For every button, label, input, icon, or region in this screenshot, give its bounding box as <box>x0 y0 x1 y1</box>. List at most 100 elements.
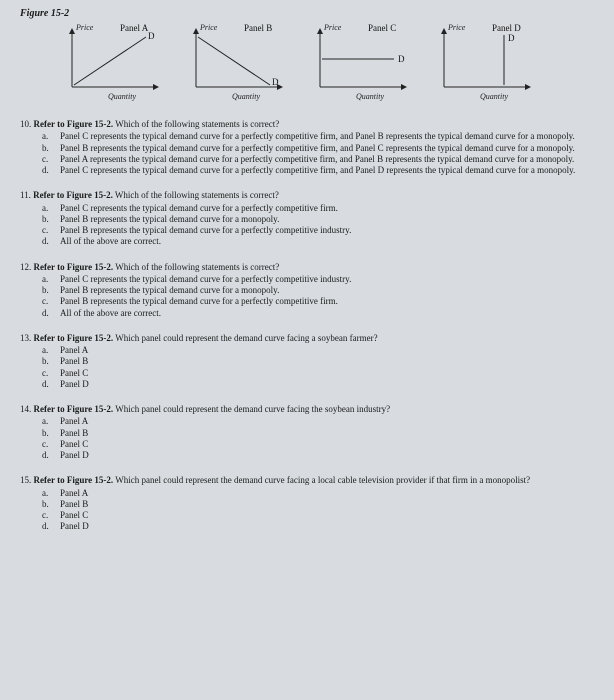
option-letter: b. <box>42 428 52 439</box>
svg-text:Price: Price <box>323 23 342 32</box>
option-letter: d. <box>42 165 52 176</box>
option-letter: b. <box>42 356 52 367</box>
option: c. Panel C <box>42 510 594 521</box>
option-letter: b. <box>42 285 52 296</box>
question-number: 11. <box>20 190 31 200</box>
option-text: Panel A <box>60 488 88 499</box>
question-text: Which of the following statements is cor… <box>113 190 279 200</box>
svg-text:Quantity: Quantity <box>356 92 384 101</box>
panel: Price Panel A D Quantity <box>54 21 164 101</box>
question-text: Which panel could represent the demand c… <box>113 333 377 343</box>
question-number: 10. <box>20 119 31 129</box>
page: Figure 15-2 Price Panel A D Quantity Pri… <box>20 8 594 533</box>
option-text: Panel A <box>60 416 88 427</box>
question-ref: Refer to Figure 15-2. <box>34 404 114 414</box>
option: b.Panel B represents the typical demand … <box>42 285 594 296</box>
option-text: Panel B represents the typical demand cu… <box>60 143 575 154</box>
option-letter: a. <box>42 203 52 214</box>
option-text: Panel A <box>60 345 88 356</box>
option: d. Panel D <box>42 379 594 390</box>
question-number: 13. <box>20 333 31 343</box>
option-text: All of the above are correct. <box>60 308 161 319</box>
option-text: Panel B represents the typical demand cu… <box>60 225 351 236</box>
option-letter: a. <box>42 345 52 356</box>
svg-text:Panel A: Panel A <box>120 23 149 33</box>
option-letter: d. <box>42 308 52 319</box>
option: c.Panel B represents the typical demand … <box>42 296 594 307</box>
svg-text:Quantity: Quantity <box>480 92 508 101</box>
question: 13. Refer to Figure 15-2. Which panel co… <box>20 333 594 390</box>
option: d.Panel D <box>42 521 594 532</box>
option-text: Panel C represents the typical demand cu… <box>60 165 575 176</box>
option: d. Panel C represents the typical demand … <box>42 165 594 176</box>
option-text: Panel B represents the typical demand cu… <box>60 214 279 225</box>
option-letter: c. <box>42 154 52 165</box>
question-ref: Refer to Figure 15-2. <box>34 475 114 485</box>
option: a. Panel A <box>42 488 594 499</box>
option-letter: a. <box>42 274 52 285</box>
questions-list: 10. Refer to Figure 15-2. Which of the f… <box>20 119 594 533</box>
option-text: Panel A represents the typical demand cu… <box>60 154 574 165</box>
option-text: All of the above are correct. <box>60 236 161 247</box>
option-text: Panel C represents the typical demand cu… <box>60 131 575 142</box>
panel: Price Panel B D Quantity <box>178 21 288 101</box>
option-letter: d. <box>42 450 52 461</box>
figure-title: Figure 15-2 <box>20 8 594 19</box>
option: c. Panel A represents the typical demand … <box>42 154 594 165</box>
option-text: Panel B <box>60 356 88 367</box>
question: 14. Refer to Figure 15-2. Which panel co… <box>20 404 594 461</box>
svg-text:D: D <box>272 77 279 87</box>
question-stem: 14. Refer to Figure 15-2. Which panel co… <box>20 404 594 415</box>
option-letter: a. <box>42 416 52 427</box>
option-text: Panel C <box>60 439 88 450</box>
option-text: Panel D <box>60 379 89 390</box>
svg-text:Price: Price <box>75 23 94 32</box>
option: c.Panel B represents the typical demand … <box>42 225 594 236</box>
question-ref: Refer to Figure 15-2. <box>34 119 114 129</box>
question: 12. Refer to Figure 15-2. Which of the f… <box>20 262 594 319</box>
option-letter: c. <box>42 439 52 450</box>
svg-text:Price: Price <box>447 23 466 32</box>
option: a. Panel C represents the typical demand … <box>42 131 594 142</box>
options: a.Panel Ab.Panel Bc.Panel Cd.Panel D <box>20 488 594 533</box>
question: 15. Refer to Figure 15-2. Which panel co… <box>20 475 594 532</box>
option-letter: b. <box>42 214 52 225</box>
option-letter: a. <box>42 131 52 142</box>
option: b.Panel B represents the typical demand … <box>42 143 594 154</box>
svg-text:Quantity: Quantity <box>108 92 136 101</box>
option-letter: b. <box>42 499 52 510</box>
option-letter: c. <box>42 296 52 307</box>
option-letter: d. <box>42 521 52 532</box>
question-stem: 12. Refer to Figure 15-2. Which of the f… <box>20 262 594 273</box>
option: d. All of the above are correct. <box>42 236 594 247</box>
svg-text:D: D <box>148 31 155 41</box>
svg-text:D: D <box>398 54 405 64</box>
option-text: Panel C <box>60 510 88 521</box>
options: a.Panel C represents the typical demand … <box>20 203 594 248</box>
option-letter: a. <box>42 488 52 499</box>
question-stem: 15. Refer to Figure 15-2. Which panel co… <box>20 475 594 486</box>
svg-text:Price: Price <box>199 23 218 32</box>
option: d. Panel D <box>42 450 594 461</box>
question-stem: 11. Refer to Figure 15-2. Which of the f… <box>20 190 594 201</box>
question-ref: Refer to Figure 15-2. <box>34 262 114 272</box>
svg-text:Panel C: Panel C <box>368 23 396 33</box>
option: b. Panel B represents the typical demand … <box>42 214 594 225</box>
option: c. Panel C <box>42 439 594 450</box>
option-letter: d. <box>42 236 52 247</box>
question-number: 14. <box>20 404 31 414</box>
option: d. All of the above are correct. <box>42 308 594 319</box>
option-letter: c. <box>42 510 52 521</box>
question-number: 12. <box>20 262 31 272</box>
svg-text:D: D <box>508 33 515 43</box>
question-ref: Refer to Figure 15-2. <box>34 333 114 343</box>
panel-chart-icon: Price Panel B D Quantity <box>178 21 288 101</box>
option-text: Panel D <box>60 450 89 461</box>
options: a.Panel C represents the typical demand … <box>20 274 594 319</box>
question: 10. Refer to Figure 15-2. Which of the f… <box>20 119 594 176</box>
question-stem: 13. Refer to Figure 15-2. Which panel co… <box>20 333 594 344</box>
option-letter: d. <box>42 379 52 390</box>
panel-chart-icon: Price Panel C D Quantity <box>302 21 412 101</box>
option: a. Panel A <box>42 345 594 356</box>
option-text: Panel C <box>60 368 88 379</box>
